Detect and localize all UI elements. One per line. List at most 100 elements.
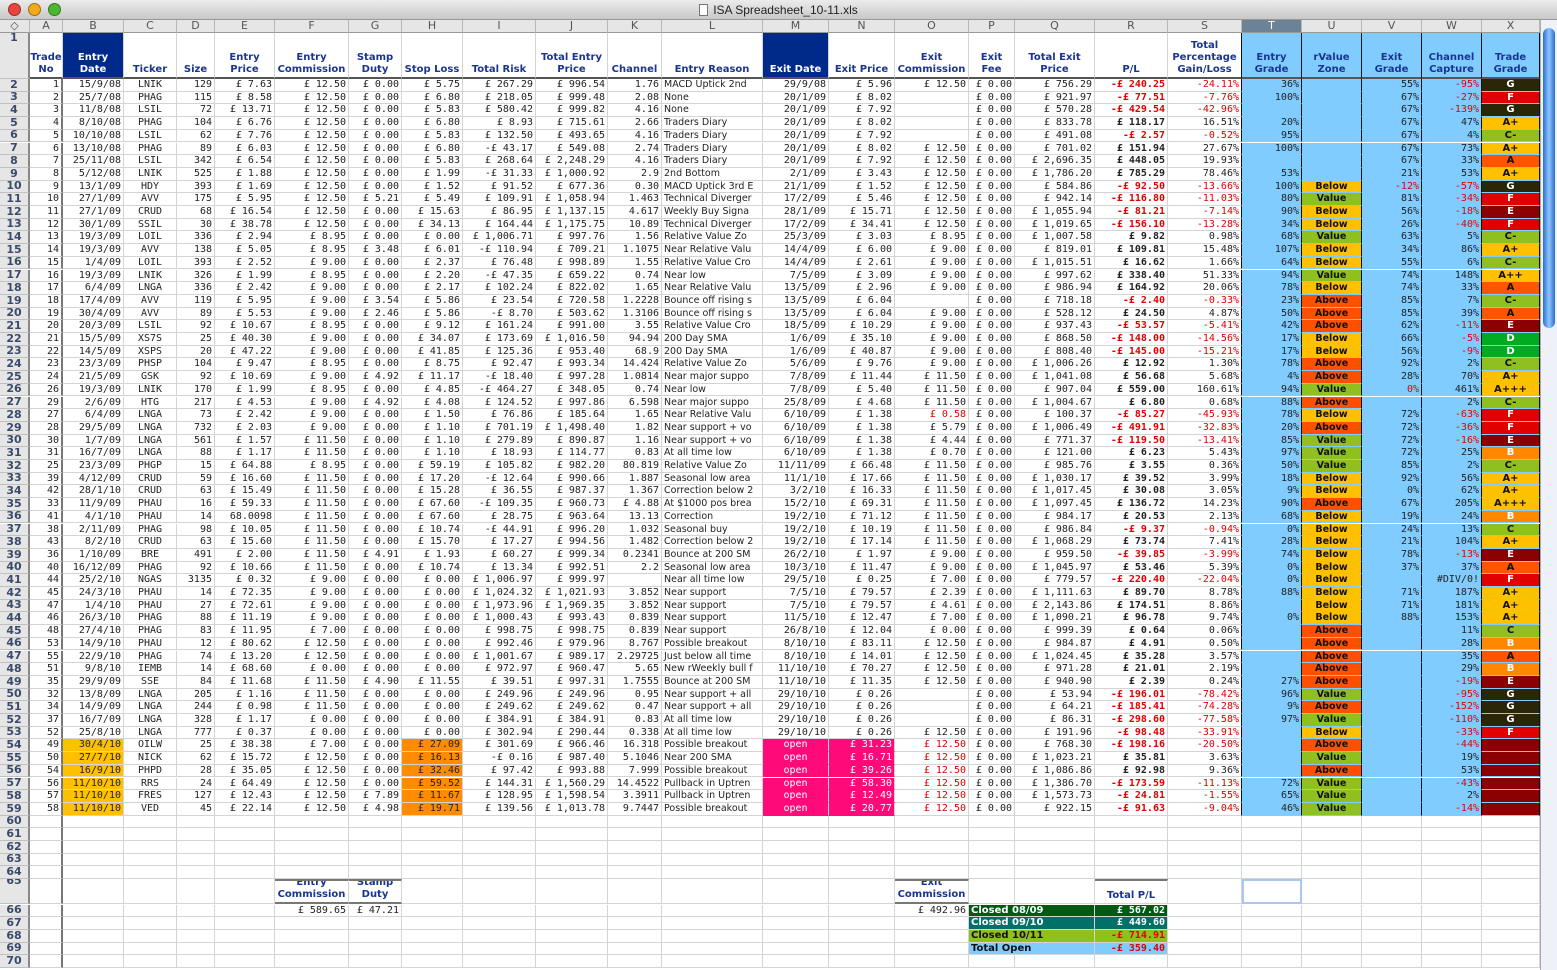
cell-V54[interactable] bbox=[1362, 739, 1422, 753]
cell-V16[interactable]: 55% bbox=[1362, 256, 1422, 270]
cell-B68[interactable] bbox=[63, 929, 124, 943]
cell-P29[interactable]: £ 0.00 bbox=[969, 421, 1015, 435]
cell-H69[interactable] bbox=[402, 942, 463, 956]
cell-A61[interactable] bbox=[30, 828, 63, 841]
cell-B70[interactable] bbox=[63, 955, 124, 968]
row-header-6[interactable]: 6 bbox=[0, 129, 30, 143]
cell-H21[interactable]: £ 9.12 bbox=[402, 320, 463, 333]
cell-V42[interactable]: 71% bbox=[1362, 587, 1422, 600]
cell-V44[interactable]: 88% bbox=[1362, 612, 1422, 626]
cell-R8[interactable]: £ 448.05 bbox=[1095, 155, 1168, 168]
cell-V51[interactable] bbox=[1362, 701, 1422, 714]
cell-D57[interactable]: 24 bbox=[177, 777, 215, 791]
cell-R22[interactable]: -£ 148.00 bbox=[1095, 333, 1168, 346]
cell-H66[interactable] bbox=[402, 904, 463, 918]
cell-J52[interactable]: £ 384.91 bbox=[536, 714, 608, 727]
cell-O11[interactable]: £ 12.50 bbox=[895, 193, 969, 206]
cell-P58[interactable]: £ 0.00 bbox=[969, 790, 1015, 803]
cell-C50[interactable]: LNGA bbox=[124, 688, 177, 702]
cell-F70[interactable] bbox=[275, 955, 349, 968]
cell-S21[interactable]: -5.41% bbox=[1168, 320, 1242, 333]
summary-total-value[interactable]: -£ 359.40 bbox=[1095, 942, 1168, 956]
cell-L48[interactable]: New rWeekly bull f bbox=[662, 663, 763, 676]
cell-S37[interactable]: -0.94% bbox=[1168, 523, 1242, 537]
cell-G12[interactable]: £ 0.00 bbox=[349, 206, 402, 219]
cell-N54[interactable]: £ 31.23 bbox=[829, 739, 895, 753]
cell-D11[interactable]: 175 bbox=[177, 193, 215, 206]
cell-W35[interactable]: 205% bbox=[1422, 498, 1482, 511]
cell-J69[interactable] bbox=[536, 942, 608, 956]
cell-A24[interactable]: 23 bbox=[30, 358, 63, 372]
cell-X28[interactable]: F bbox=[1482, 409, 1540, 422]
cell-M62[interactable] bbox=[763, 841, 829, 854]
cell-E34[interactable]: £ 15.49 bbox=[215, 485, 275, 499]
cell-L20[interactable]: Bounce off rising s bbox=[662, 307, 763, 321]
cell-O32[interactable]: £ 11.50 bbox=[895, 460, 969, 473]
cell-V12[interactable]: 56% bbox=[1362, 206, 1422, 219]
cell-P26[interactable]: £ 0.00 bbox=[969, 383, 1015, 397]
cell-K58[interactable]: 3.3911 bbox=[608, 790, 662, 803]
cell-F9[interactable]: £ 12.50 bbox=[275, 167, 349, 181]
cell-S22[interactable]: -14.56% bbox=[1168, 333, 1242, 346]
cell-G36[interactable]: £ 0.00 bbox=[349, 510, 402, 524]
cell-S49[interactable]: 0.24% bbox=[1168, 675, 1242, 689]
cell-Q15[interactable]: £ 819.01 bbox=[1015, 244, 1095, 257]
cell-B19[interactable]: 17/4/09 bbox=[63, 294, 124, 308]
row-header-26[interactable]: 26 bbox=[0, 383, 30, 397]
cell-K14[interactable]: 1.56 bbox=[608, 231, 662, 245]
cell-M41[interactable]: 29/5/10 bbox=[763, 574, 829, 587]
cell-U35[interactable]: Above bbox=[1302, 498, 1362, 511]
cell-L41[interactable]: Near all time low bbox=[662, 574, 763, 587]
cell-V27[interactable] bbox=[1362, 396, 1422, 410]
row-header-51[interactable]: 51 bbox=[0, 701, 30, 714]
cell-V38[interactable]: 21% bbox=[1362, 536, 1422, 549]
cell-W70[interactable] bbox=[1422, 955, 1482, 968]
cell-B34[interactable]: 28/1/10 bbox=[63, 485, 124, 499]
cell-U63[interactable] bbox=[1302, 853, 1362, 867]
cell-O7[interactable]: £ 12.50 bbox=[895, 142, 969, 156]
summary-entry-commission[interactable]: £ 589.65 bbox=[275, 904, 349, 918]
cell-D26[interactable]: 170 bbox=[177, 383, 215, 397]
cell-H15[interactable]: £ 6.01 bbox=[402, 244, 463, 257]
cell-R20[interactable]: £ 24.50 bbox=[1095, 307, 1168, 321]
cell-R34[interactable]: £ 30.08 bbox=[1095, 485, 1168, 499]
cell-T49[interactable]: 27% bbox=[1242, 675, 1302, 689]
cell-D40[interactable]: 92 bbox=[177, 561, 215, 575]
cell-B39[interactable]: 1/10/09 bbox=[63, 548, 124, 562]
cell-K37[interactable]: 1.032 bbox=[608, 523, 662, 537]
cell-N38[interactable]: £ 17.14 bbox=[829, 536, 895, 549]
row-header-2[interactable]: 2 bbox=[0, 79, 30, 92]
cell-D59[interactable]: 45 bbox=[177, 802, 215, 816]
cell-V69[interactable] bbox=[1362, 942, 1422, 956]
row-header-40[interactable]: 40 bbox=[0, 561, 30, 575]
cell-T62[interactable] bbox=[1242, 841, 1302, 854]
cell-G16[interactable]: £ 0.00 bbox=[349, 256, 402, 270]
cell-J27[interactable]: £ 997.86 bbox=[536, 396, 608, 410]
cell-O49[interactable]: £ 12.50 bbox=[895, 675, 969, 689]
column-header-V[interactable]: V bbox=[1362, 20, 1422, 33]
cell-V23[interactable]: 56% bbox=[1362, 345, 1422, 359]
cell-U47[interactable]: Above bbox=[1302, 650, 1362, 664]
cell-G41[interactable]: £ 0.00 bbox=[349, 574, 402, 587]
cell-O30[interactable]: £ 4.44 bbox=[895, 434, 969, 448]
close-button[interactable] bbox=[8, 3, 21, 16]
cell-R49[interactable]: £ 2.39 bbox=[1095, 675, 1168, 689]
cell-V17[interactable]: 74% bbox=[1362, 269, 1422, 283]
row-header-33[interactable]: 33 bbox=[0, 472, 30, 486]
cell-G18[interactable]: £ 0.00 bbox=[349, 282, 402, 295]
row-header-14[interactable]: 14 bbox=[0, 231, 30, 245]
cell-P16[interactable]: £ 0.00 bbox=[969, 256, 1015, 270]
cell-M65[interactable] bbox=[763, 879, 829, 905]
cell-J51[interactable]: £ 249.62 bbox=[536, 701, 608, 714]
cell-I51[interactable]: £ 249.62 bbox=[463, 701, 536, 714]
cell-I3[interactable]: £ 218.05 bbox=[463, 91, 536, 105]
row-header-4[interactable]: 4 bbox=[0, 104, 30, 118]
cell-J14[interactable]: £ 997.76 bbox=[536, 231, 608, 245]
cell-S68[interactable] bbox=[1168, 929, 1242, 943]
cell-T32[interactable]: 50% bbox=[1242, 460, 1302, 473]
cell-M55[interactable]: open bbox=[763, 752, 829, 765]
cell-F20[interactable]: £ 9.00 bbox=[275, 307, 349, 321]
cell-D37[interactable]: 98 bbox=[177, 523, 215, 537]
cell-R32[interactable]: £ 3.55 bbox=[1095, 460, 1168, 473]
cell-X35[interactable]: A+++ bbox=[1482, 498, 1540, 511]
